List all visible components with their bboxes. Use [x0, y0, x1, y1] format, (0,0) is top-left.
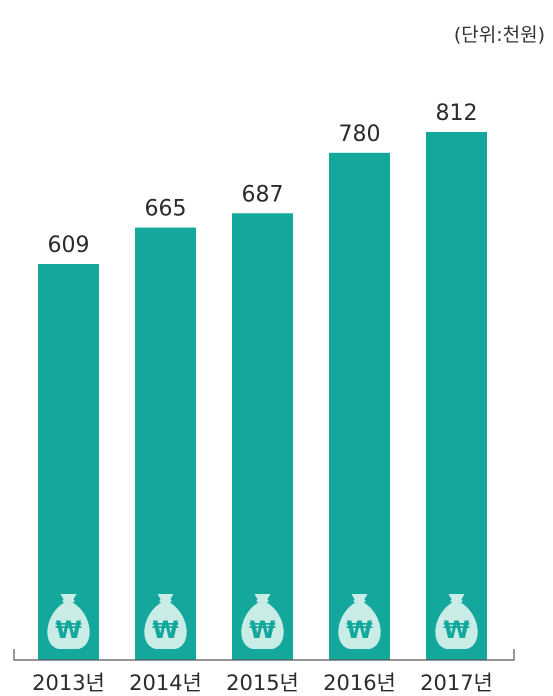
svg-text:₩: ₩	[346, 616, 373, 644]
category-label: 2013년	[32, 671, 105, 695]
category-label: 2014년	[129, 671, 202, 695]
svg-text:₩: ₩	[55, 616, 82, 644]
value-label: 687	[242, 182, 284, 207]
value-label: 665	[145, 197, 187, 222]
money-bag-won-icon: ₩	[47, 594, 90, 649]
category-label: 2017년	[420, 671, 493, 695]
money-bag-won-icon: ₩	[338, 594, 381, 649]
money-bag-won-icon: ₩	[435, 594, 478, 649]
x-axis	[13, 649, 515, 661]
svg-text:₩: ₩	[443, 616, 470, 644]
svg-text:₩: ₩	[249, 616, 276, 644]
bar-2016년	[329, 152, 390, 661]
bar-2014년	[135, 227, 196, 660]
value-label: 812	[436, 101, 478, 126]
unit-label: (단위:천원)	[453, 24, 545, 46]
category-label: 2016년	[323, 671, 396, 695]
bars-group: ₩ ₩ ₩ ₩ ₩	[38, 132, 487, 661]
category-label: 2015년	[226, 671, 299, 695]
money-bag-won-icon: ₩	[241, 594, 284, 649]
baseline	[13, 649, 515, 661]
labels-group: 609 2013년 665 2014년 687 2015년 780 2016년 812 2017년	[32, 101, 493, 695]
money-bag-won-icon: ₩	[144, 594, 187, 649]
svg-text:₩: ₩	[152, 616, 179, 644]
bar-2017년	[426, 132, 487, 660]
bar-2015년	[232, 213, 293, 660]
value-label: 609	[48, 233, 90, 258]
value-label: 780	[339, 122, 381, 147]
